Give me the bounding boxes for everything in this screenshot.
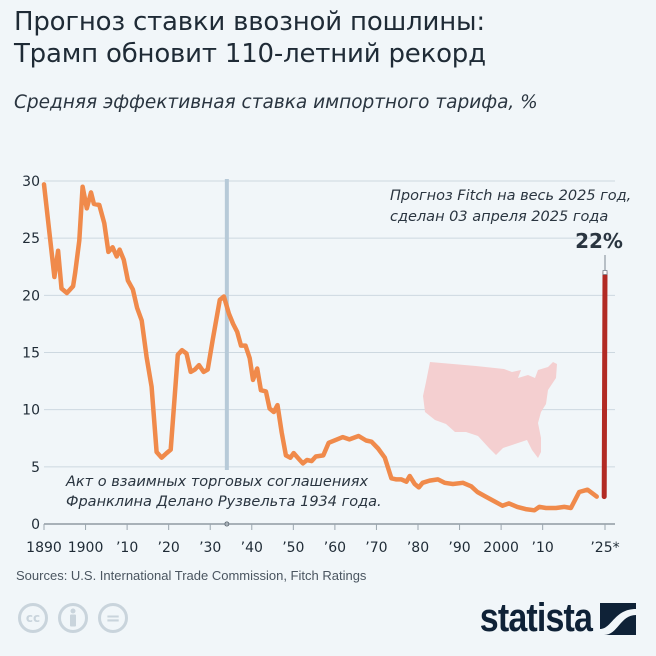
title-line-1: Прогноз ставки ввозной пошлины:	[14, 7, 485, 37]
x-tick-label: ’25*	[590, 540, 619, 556]
y-tick-label: 0	[31, 517, 40, 533]
y-tick-label: 25	[22, 231, 40, 247]
statista-logo-text: statista	[479, 596, 593, 640]
x-tick-label: 1890	[26, 540, 62, 556]
act-annotation-line-1: Акт о взаимных торговых соглашениях	[65, 474, 368, 490]
x-tick-label: ’30	[199, 540, 221, 556]
x-tick-label: ’40	[241, 540, 263, 556]
x-tick-label: ’60	[324, 540, 346, 556]
y-tick-label: 30	[22, 174, 40, 190]
chart-subtitle: Средняя эффективная ставка импортного та…	[14, 92, 538, 113]
x-tick-label: 2000	[483, 540, 519, 556]
y-tick-label: 20	[22, 288, 40, 304]
x-tick-label: ’10	[532, 540, 554, 556]
x-tick-label: ’50	[282, 540, 304, 556]
x-tick-label: ’10	[116, 540, 138, 556]
us-map-illustration	[423, 362, 557, 458]
line-chart: 0 5 10 15 20 25 30 Акт о взаимных торговых сог…	[22, 174, 631, 556]
tariff-rate-line	[41, 182, 599, 513]
x-tick-label: 1900	[68, 540, 104, 556]
forecast-annotation-line-1: Прогноз Fitch на весь 2025 год,	[390, 188, 631, 204]
forecast-line	[601, 270, 608, 500]
y-tick-label: 15	[22, 346, 40, 362]
x-tick-label: ’70	[365, 540, 387, 556]
x-tick-label: ’80	[407, 540, 429, 556]
act-annotation-bg	[62, 470, 400, 514]
attribution-icon[interactable]	[58, 603, 88, 633]
cc-icon[interactable]: cc	[18, 603, 48, 633]
y-tick-label: 10	[22, 403, 40, 419]
forecast-annotation-bg	[388, 186, 628, 226]
forecast-value-label: 22%	[575, 229, 623, 253]
source-note: Sources: U.S. International Trade Commis…	[16, 568, 367, 583]
title-line-2: Трамп обновит 110-летний рекорд	[14, 39, 486, 69]
x-tick-label: ’20	[158, 540, 180, 556]
x-tick-label: ’90	[448, 540, 470, 556]
no-derivatives-icon[interactable]: =	[98, 603, 128, 633]
chart-title: Прогноз ставки ввозной пошлины: Трамп обн…	[14, 6, 486, 70]
y-tick-label: 5	[31, 460, 40, 476]
forecast-point-marker	[602, 270, 608, 275]
statista-logo-icon	[600, 602, 636, 635]
forecast-annotation-line-2: сделан 03 апреля 2025 года	[390, 209, 608, 225]
statista-logo[interactable]: statista	[460, 596, 636, 641]
act-annotation-line-2: Франклина Делано Рузвельта 1934 года.	[66, 494, 382, 510]
